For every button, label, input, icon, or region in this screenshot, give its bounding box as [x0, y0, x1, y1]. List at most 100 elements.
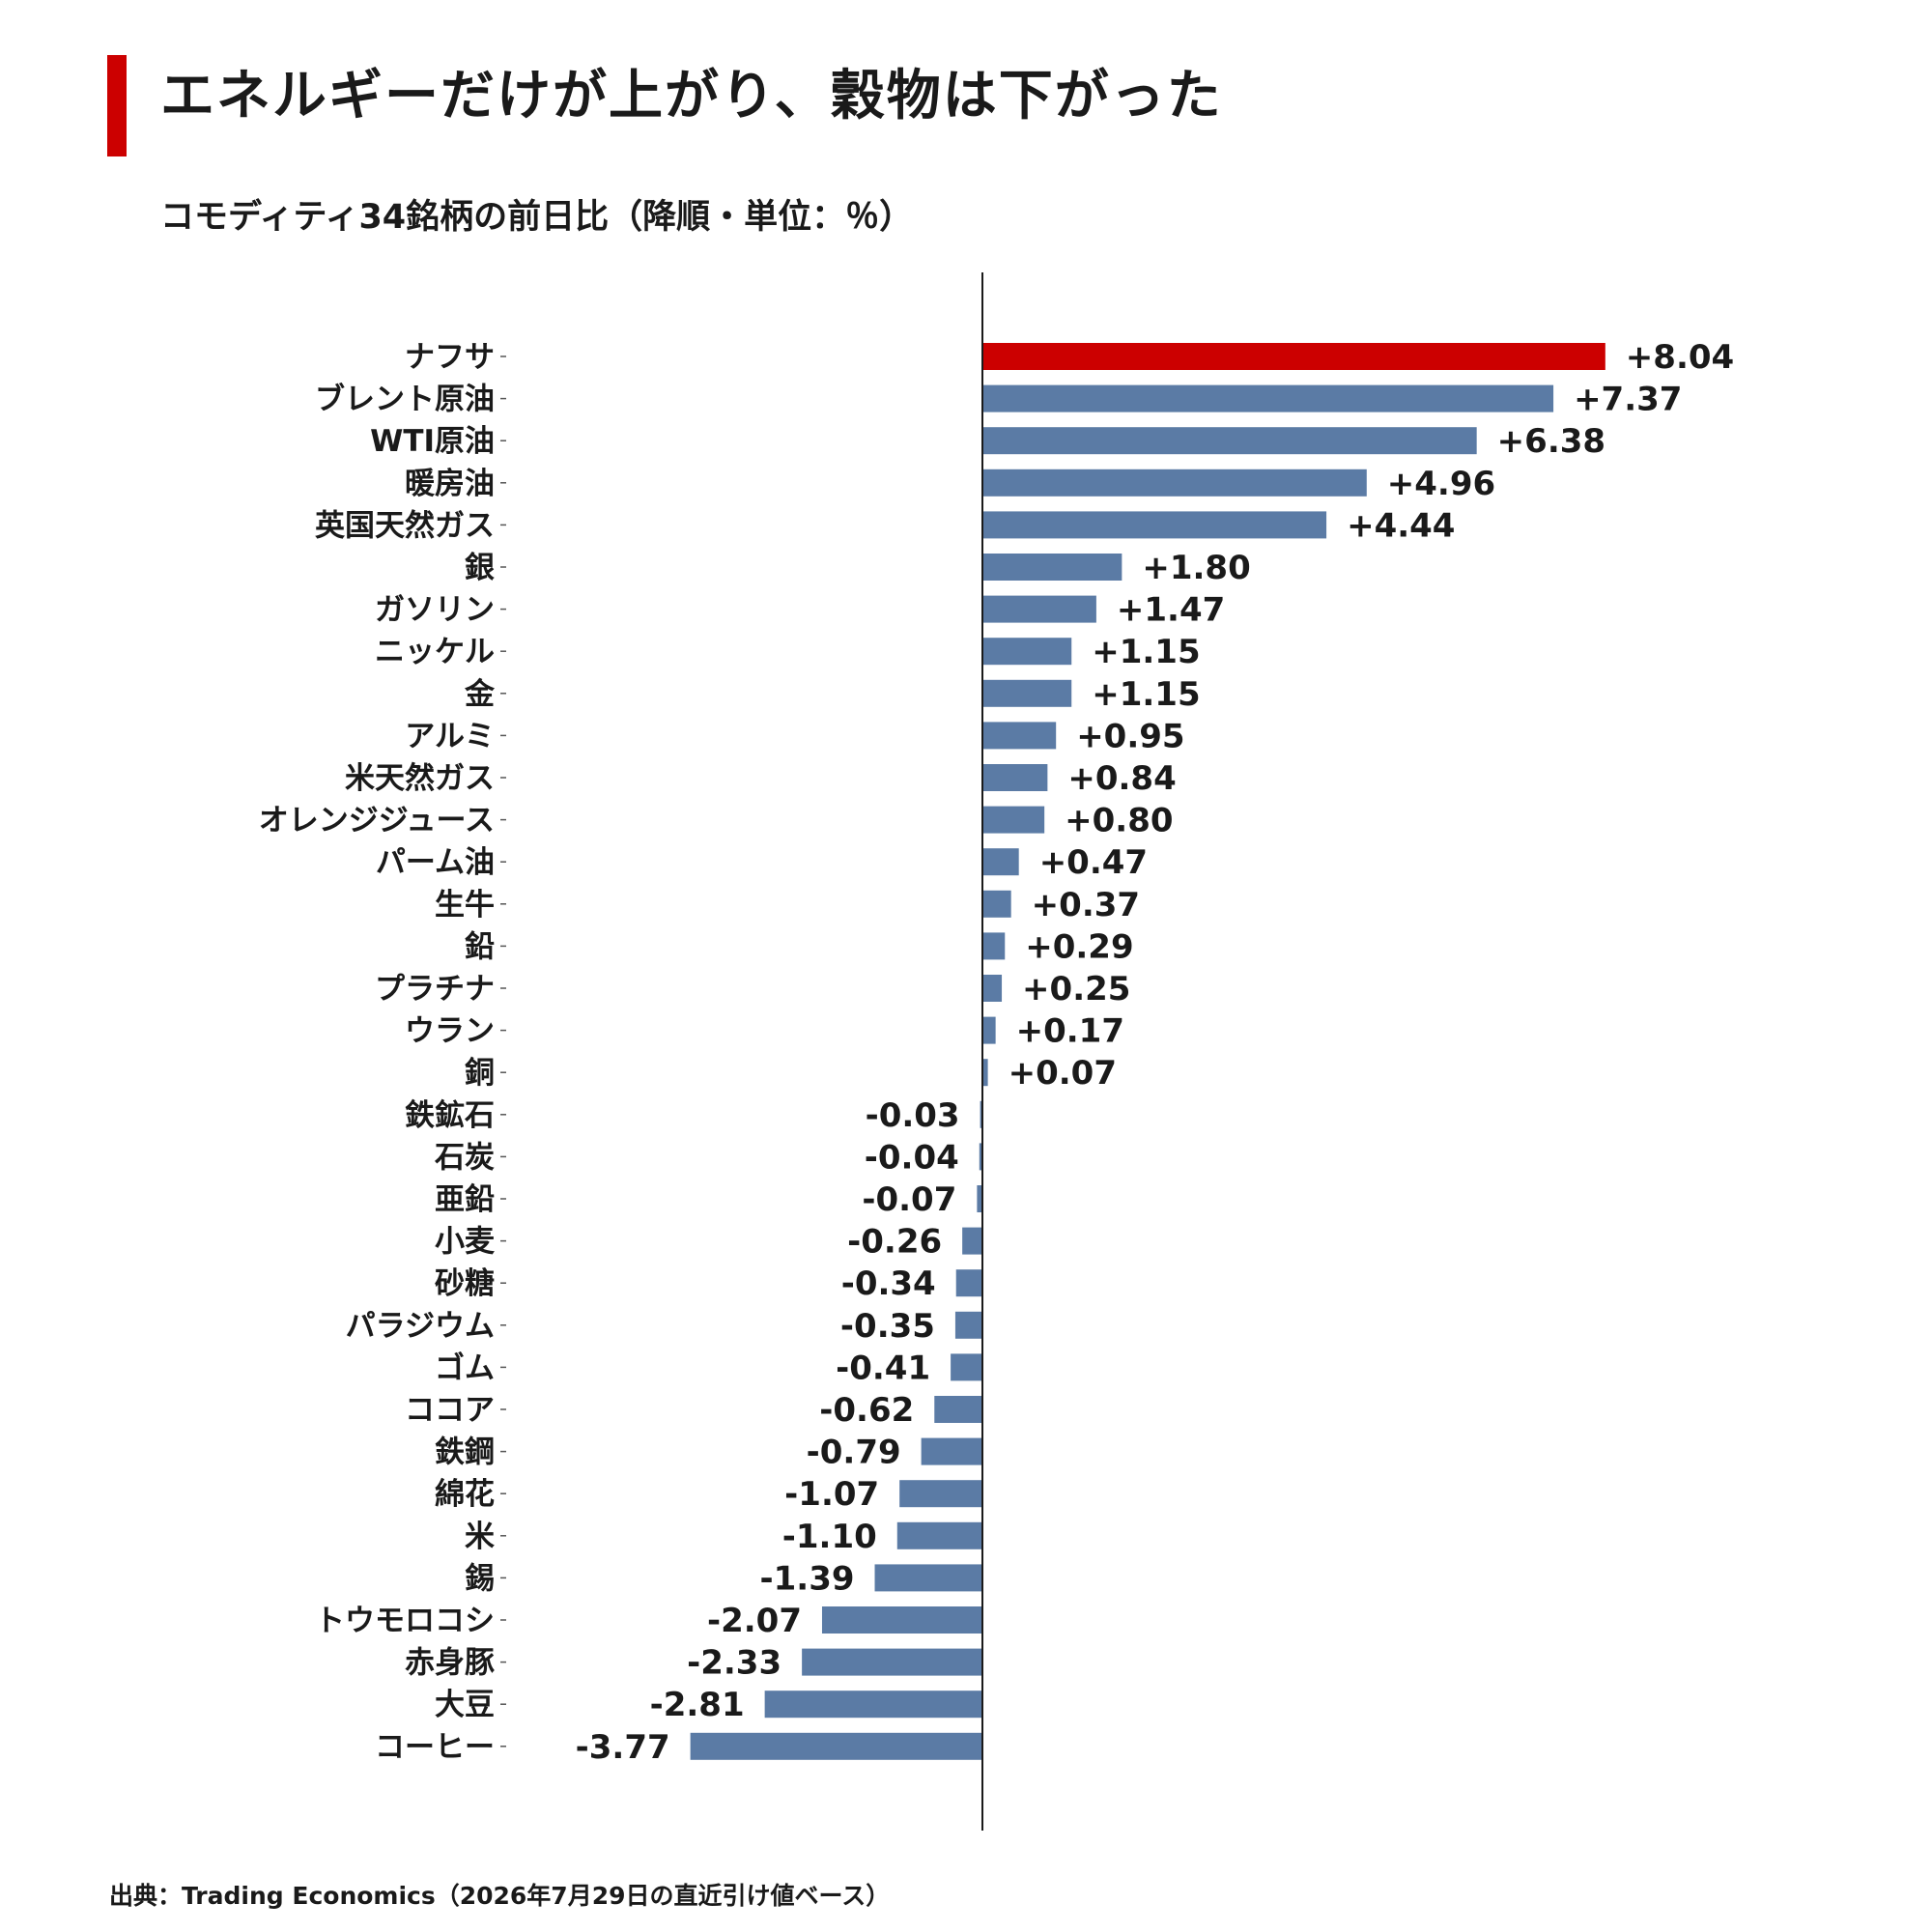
- category-label: 鉄鉱石: [405, 1098, 495, 1133]
- bar-30: [821, 1606, 982, 1634]
- category-label: 赤身豚: [405, 1646, 495, 1681]
- bar-1: [982, 384, 1554, 412]
- value-label: -2.33: [687, 1644, 781, 1683]
- category-label: ブレント原油: [315, 383, 495, 417]
- bar-5: [982, 554, 1122, 581]
- value-label: +0.25: [1022, 970, 1130, 1009]
- category-label: 鉄鋼: [435, 1435, 495, 1470]
- bar-29: [874, 1564, 982, 1592]
- value-label: +0.29: [1025, 927, 1133, 966]
- bar-20: [977, 1185, 982, 1212]
- chart-title: エネルギーだけが上がり、穀物は下がった: [160, 65, 1223, 128]
- bar-16: [982, 1016, 996, 1044]
- value-label: -0.34: [841, 1264, 936, 1303]
- value-label: +1.15: [1092, 675, 1200, 714]
- bar-33: [690, 1732, 982, 1760]
- value-label: +0.17: [1016, 1012, 1124, 1051]
- category-label: アルミ: [405, 719, 495, 753]
- category-label: 金: [464, 677, 496, 712]
- value-label: +0.07: [1009, 1054, 1117, 1093]
- value-label: -0.07: [862, 1180, 956, 1219]
- bar-3: [982, 469, 1367, 497]
- category-label: 砂糖: [435, 1266, 495, 1301]
- value-label: +1.80: [1142, 549, 1250, 587]
- value-label: -2.81: [650, 1686, 745, 1724]
- bar-32: [764, 1690, 982, 1719]
- category-label: 銀: [465, 551, 495, 585]
- category-label: 錫: [465, 1561, 495, 1596]
- value-label: +1.47: [1117, 591, 1225, 630]
- bar-31: [802, 1648, 982, 1676]
- bar-27: [899, 1480, 982, 1508]
- bar-28: [896, 1521, 982, 1549]
- category-label: 米: [465, 1520, 495, 1554]
- bar-24: [951, 1353, 982, 1381]
- bar-10: [982, 764, 1048, 791]
- bar-0: [982, 343, 1605, 370]
- bar-19: [979, 1143, 982, 1171]
- value-label: -1.07: [784, 1475, 879, 1514]
- value-label: -0.03: [866, 1096, 960, 1135]
- value-label: -1.39: [760, 1559, 855, 1598]
- value-label: -0.35: [840, 1307, 935, 1346]
- bar-21: [962, 1227, 982, 1255]
- bar-4: [982, 511, 1327, 539]
- category-label: トウモロコシ: [315, 1604, 495, 1638]
- bar-6: [982, 595, 1096, 623]
- category-label: プラチナ: [375, 972, 495, 1007]
- value-label: -2.07: [707, 1602, 802, 1640]
- category-label: 綿花: [435, 1477, 495, 1512]
- category-label: オレンジジュース: [259, 804, 495, 838]
- category-label: WTI原油: [370, 424, 495, 459]
- value-label: +6.38: [1497, 422, 1605, 461]
- value-label: +0.84: [1067, 759, 1176, 798]
- bar-17: [982, 1059, 988, 1087]
- value-label: +1.15: [1092, 633, 1200, 671]
- value-label: -0.41: [836, 1349, 930, 1387]
- value-label: +7.37: [1574, 381, 1682, 419]
- category-label: ガソリン: [375, 593, 495, 628]
- bar-8: [982, 679, 1072, 707]
- category-label: 亜鉛: [435, 1182, 495, 1217]
- value-label: +4.96: [1387, 465, 1495, 503]
- category-label: 米天然ガス: [345, 761, 495, 796]
- value-label: -1.10: [782, 1518, 877, 1556]
- bar-26: [921, 1437, 982, 1465]
- value-label: +0.37: [1032, 886, 1140, 924]
- bar-18: [980, 1100, 982, 1128]
- bar-2: [982, 427, 1477, 455]
- value-label: -0.79: [807, 1434, 901, 1472]
- value-label: +8.04: [1626, 338, 1734, 377]
- bar-12: [982, 848, 1019, 876]
- value-label: -0.26: [847, 1223, 942, 1262]
- category-label: 銅: [465, 1056, 495, 1091]
- value-label: +4.44: [1347, 506, 1455, 545]
- category-label: 暖房油: [405, 467, 495, 501]
- bar-15: [982, 975, 1003, 1002]
- value-label: -0.62: [819, 1391, 914, 1430]
- bar-23: [954, 1311, 982, 1339]
- source-note: 出典：Trading Economics（2026年7月29日の直近引け値ベース…: [109, 1882, 891, 1910]
- category-label: 生牛: [435, 888, 495, 923]
- bar-14: [982, 932, 1006, 960]
- bar-13: [982, 890, 1011, 918]
- category-label: ナフサ: [405, 340, 495, 375]
- category-label: パラジウム: [346, 1309, 495, 1344]
- chart-subtitle: コモディティ34銘柄の前日比（降順・単位：％）: [160, 198, 914, 237]
- title-accent-bar: [107, 55, 127, 156]
- category-label: ウラン: [405, 1014, 495, 1049]
- category-label: ココア: [405, 1393, 495, 1428]
- category-label: ニッケル: [375, 635, 495, 669]
- category-label: パーム油: [376, 845, 495, 880]
- category-label: ゴム: [435, 1350, 495, 1385]
- bar-22: [955, 1269, 982, 1297]
- category-label: コーヒー: [375, 1730, 495, 1765]
- bar-9: [982, 722, 1057, 750]
- category-label: 小麦: [435, 1225, 495, 1260]
- value-label: +0.80: [1065, 802, 1173, 840]
- category-label: 英国天然ガス: [315, 508, 495, 543]
- bar-7: [982, 638, 1072, 666]
- value-label: +0.47: [1039, 843, 1148, 882]
- value-label: -0.04: [865, 1138, 959, 1177]
